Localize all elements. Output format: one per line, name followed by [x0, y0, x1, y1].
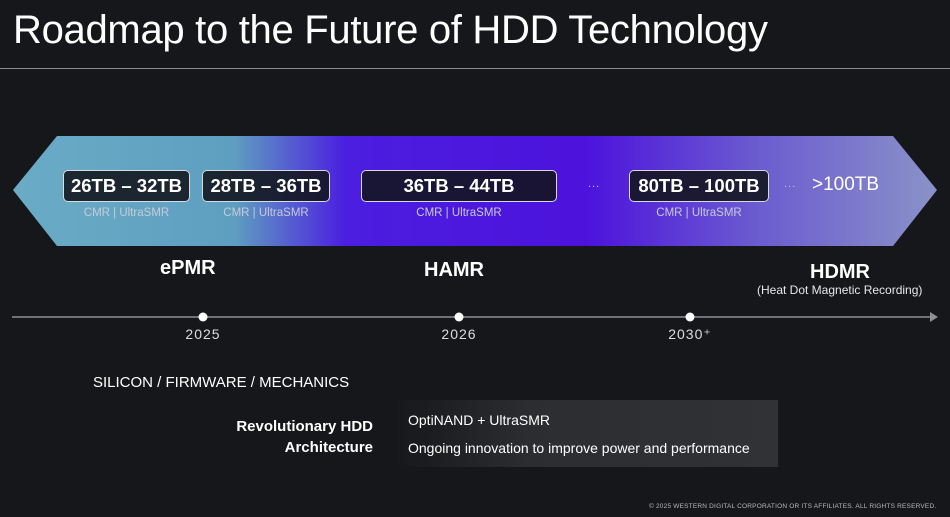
tech-hdmr-note: (Heat Dot Magnetic Recording)	[757, 283, 923, 297]
architecture-panel	[393, 400, 778, 467]
capacity-sub-4: CMR | UltraSMR	[656, 207, 742, 219]
year-2030: 2030⁺	[668, 326, 712, 342]
tech-epmr: ePMR	[160, 257, 216, 279]
capacity-label-5: >100TB	[812, 174, 880, 195]
foundation-text: SILICON / FIRMWARE / MECHANICS	[93, 374, 350, 391]
architecture-label-line1: Revolutionary HDD	[236, 418, 373, 435]
capacity-label-3: 36TB – 44TB	[403, 175, 515, 196]
year-2026: 2026	[441, 326, 477, 342]
year-2025: 2025	[185, 326, 221, 342]
capacity-box-3: 36TB – 44TB	[361, 170, 557, 202]
capacity-sub-2: CMR | UltraSMR	[223, 207, 309, 219]
capacity-sub-3: CMR | UltraSMR	[416, 207, 502, 219]
capacity-box-2: 28TB – 36TB	[202, 170, 330, 202]
title-divider	[0, 68, 950, 69]
architecture-label-line2: Architecture	[284, 439, 373, 456]
architecture-item-2: Ongoing innovation to improve power and …	[408, 440, 750, 456]
ellipsis-1: ...	[588, 178, 601, 190]
capacity-label-2: 28TB – 36TB	[210, 175, 322, 196]
capacity-box-1: 26TB – 32TB	[63, 170, 190, 202]
capacity-label-1: 26TB – 32TB	[70, 175, 183, 196]
architecture-item-1: OptiNAND + UltraSMR	[408, 412, 550, 428]
capacity-label-4: 80TB – 100TB	[638, 175, 760, 196]
architecture-label: Revolutionary HDD Architecture	[236, 416, 373, 458]
timeline-marker-2030	[685, 312, 695, 322]
timeline-marker-2026	[454, 312, 464, 322]
capacity-sub-1: CMR | UltraSMR	[83, 207, 170, 219]
timeline-marker-2025	[198, 312, 208, 322]
copyright-notice: © 2025 WESTERN DIGITAL CORPORATION OR IT…	[649, 503, 937, 510]
capacity-box-4: 80TB – 100TB	[629, 170, 769, 202]
slide-title: Roadmap to the Future of HDD Technology	[13, 8, 768, 52]
ellipsis-2: ...	[784, 178, 797, 190]
timeline-arrowhead	[930, 312, 938, 322]
tech-hdmr: HDMR	[810, 261, 870, 283]
tech-hamr: HAMR	[424, 259, 484, 281]
